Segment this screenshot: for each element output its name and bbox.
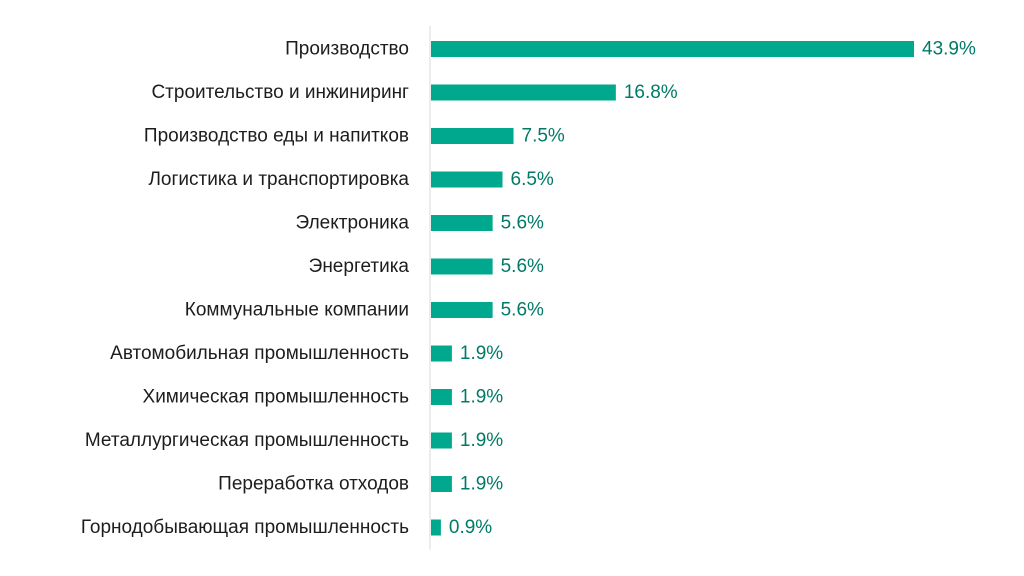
bar [431, 476, 452, 492]
value-label: 6.5% [511, 169, 554, 190]
category-label: Переработка отходов [218, 474, 409, 495]
bars-group: Производство 43.9% Строительство и инжинир… [81, 39, 976, 539]
bar [431, 432, 452, 449]
value-label: 1.9% [460, 430, 503, 451]
category-label: Металлургическая промышленность [85, 430, 409, 451]
bar [431, 345, 452, 362]
category-label: Строительство и инжиниринг [151, 82, 409, 103]
category-label: Производство еды и напитков [144, 126, 409, 147]
value-label: 7.5% [522, 126, 565, 147]
category-label: Коммунальные компании [185, 300, 409, 321]
value-label: 1.9% [460, 474, 503, 495]
value-label: 16.8% [624, 82, 678, 103]
bar [431, 389, 452, 405]
category-label: Автомобильная промышленность [110, 343, 409, 364]
value-label: 1.9% [460, 343, 503, 364]
bar [431, 171, 503, 188]
bar [431, 258, 493, 275]
value-label: 5.6% [501, 300, 544, 321]
category-label: Горнодобывающая промышленность [81, 517, 409, 538]
bar [431, 519, 441, 536]
value-label: 1.9% [460, 387, 503, 408]
bar [431, 215, 493, 231]
value-label: 5.6% [501, 256, 544, 277]
value-label: 0.9% [449, 517, 492, 538]
bar [431, 302, 493, 318]
value-label: 5.6% [501, 213, 544, 234]
bar [431, 128, 514, 144]
value-label: 43.9% [922, 39, 976, 60]
category-label: Логистика и транспортировка [148, 169, 409, 190]
category-label: Химическая промышленность [143, 387, 410, 408]
category-label: Энергетика [309, 256, 410, 277]
bar [431, 41, 914, 57]
category-label: Электроника [296, 213, 410, 234]
bar [431, 84, 616, 101]
category-label: Производство [285, 39, 409, 60]
